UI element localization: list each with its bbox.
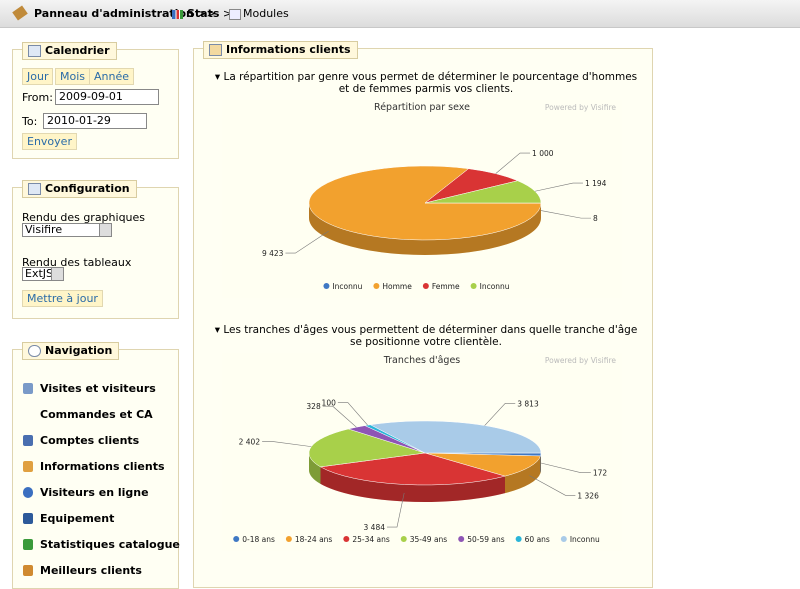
legend-label: 35-49 ans: [410, 535, 448, 544]
nav-icon: [23, 461, 33, 472]
data-label: 8: [593, 214, 598, 223]
select[interactable]: Visifire: [22, 223, 112, 237]
panel-legend: Calendrier: [22, 42, 117, 60]
legend-marker: [373, 283, 379, 289]
legend-marker: [233, 536, 239, 542]
legend-marker: [561, 536, 567, 542]
panel-legend: Informations clients: [203, 41, 358, 59]
intro-text: Les tranches d'âges vous permettent de d…: [223, 324, 637, 348]
nav-label: Informations clients: [40, 460, 165, 473]
page: Panneau d'administration >> Stats >> Mod…: [0, 0, 800, 571]
button[interactable]: Envoyer: [22, 133, 77, 150]
nav-label: Visiteurs en ligne: [40, 486, 149, 499]
breadcrumb: Panneau d'administration >> Stats >> Mod…: [0, 0, 800, 28]
panel-title: Informations clients: [226, 43, 351, 56]
button[interactable]: Mois: [55, 68, 90, 85]
select[interactable]: ExtJS: [22, 267, 64, 281]
intro-text: La répartition par genre vous permet de …: [223, 71, 637, 95]
chart-box: Répartition par sexe Powered by Visifire 8…: [222, 100, 622, 298]
select-value: ExtJS: [25, 267, 53, 280]
watermark: Powered by Visifire: [545, 103, 617, 112]
button[interactable]: Jour: [22, 68, 53, 85]
section-intro: ▾ Les tranches d'âges vous permettent de…: [212, 324, 640, 348]
panel-title: Configuration: [45, 182, 130, 195]
label: To:: [22, 115, 37, 128]
legend-label: Inconnu: [332, 282, 362, 291]
nav-label: Commandes et CA: [40, 408, 153, 421]
legend-marker: [323, 283, 329, 289]
legend-label: 60 ans: [525, 535, 550, 544]
data-label: 1 194: [585, 179, 607, 188]
leader-line: [338, 403, 368, 426]
data-label: 3 484: [364, 523, 386, 532]
leader-line: [262, 441, 311, 446]
panel-legend: Configuration: [22, 180, 137, 198]
legend-marker: [401, 536, 407, 542]
data-label: 328: [306, 402, 321, 411]
wrench-icon: [12, 5, 28, 20]
legend-marker: [471, 283, 477, 289]
leader-line: [485, 403, 516, 425]
legend-marker: [423, 283, 429, 289]
nav-icon: [23, 383, 33, 394]
data-label: 172: [593, 469, 608, 478]
panel-legend: Navigation: [22, 342, 119, 360]
calendar-panel: Calendrier Jour Mois Année From: 2009-09…: [12, 49, 179, 159]
config-panel: Configuration Rendu des graphiques Visif…: [12, 187, 179, 319]
data-label: 9 423: [262, 249, 284, 258]
legend-marker: [458, 536, 464, 542]
crumb-item[interactable]: Stats: [187, 7, 219, 20]
nav-label: Statistiques catalogue: [40, 538, 180, 551]
button[interactable]: Mettre à jour: [22, 290, 103, 307]
panel-title: Calendrier: [45, 44, 110, 57]
stats-icon: [172, 10, 183, 19]
legend-label: 0-18 ans: [242, 535, 275, 544]
legend-label: Homme: [382, 282, 412, 291]
chart-box: Tranches d'âges Powered by Visifire 172 1 3…: [222, 353, 622, 551]
legend-marker: [286, 536, 292, 542]
watermark: Powered by Visifire: [545, 356, 617, 365]
legend-label: Femme: [432, 282, 460, 291]
nav-label: Comptes clients: [40, 434, 139, 447]
data-label: 2 402: [239, 437, 261, 446]
date-input[interactable]: 2009-09-01: [55, 89, 159, 105]
leader-line: [541, 211, 591, 219]
nav-label: Equipement: [40, 512, 114, 525]
modules-icon: [229, 9, 241, 20]
data-label: 3 813: [517, 399, 539, 408]
data-label: 1 326: [577, 491, 599, 500]
legend-marker: [343, 536, 349, 542]
crumb-item: Modules: [243, 0, 289, 28]
leader-line: [541, 463, 591, 473]
legend-label: Inconnu: [480, 282, 510, 291]
leader-line: [535, 183, 583, 191]
legend-label: 25-34 ans: [352, 535, 390, 544]
chart: Tranches d'âges Powered by Visifire 172 1 3…: [222, 353, 622, 551]
leader-line: [496, 153, 530, 174]
nav-label: Visites et visiteurs: [40, 382, 156, 395]
legend-label: 18-24 ans: [295, 535, 333, 544]
select-value: Visifire: [25, 223, 62, 236]
crumb-item[interactable]: Panneau d'administration: [34, 7, 194, 20]
legend-marker: [516, 536, 522, 542]
chart-title: Répartition par sexe: [374, 102, 470, 113]
date-input[interactable]: 2010-01-29: [43, 113, 147, 129]
data-label: 100: [322, 399, 337, 408]
nav-icon: [23, 539, 33, 550]
nav-icon: [23, 435, 33, 446]
nav-icon: [23, 487, 33, 498]
legend-label: 50-59 ans: [467, 535, 505, 544]
panel-title: Navigation: [45, 344, 112, 357]
legend-label: Inconnu: [570, 535, 600, 544]
chart-title: Tranches d'âges: [383, 355, 461, 366]
data-label: 1 000: [532, 149, 554, 158]
label: From:: [22, 91, 53, 104]
chart: Répartition par sexe Powered by Visifire 8…: [222, 100, 622, 298]
section-intro: ▾ La répartition par genre vous permet d…: [212, 71, 640, 95]
navigation-panel: Navigation Visites et visiteurs Commande…: [12, 349, 179, 589]
nav-icon: [23, 409, 33, 420]
leader-line: [323, 406, 357, 427]
button[interactable]: Année: [89, 68, 134, 85]
nav-icon: [23, 513, 33, 524]
